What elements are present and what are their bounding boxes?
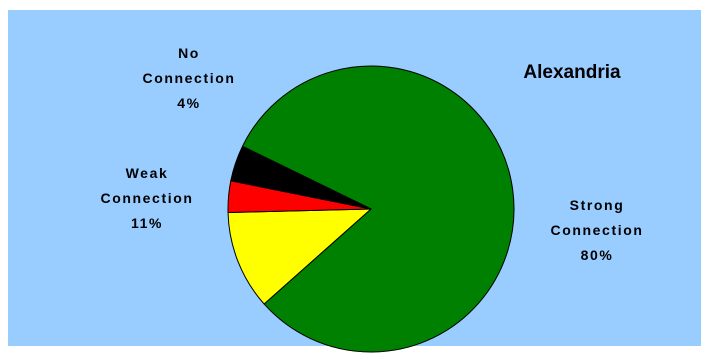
label-strong-connection-line2: Connection bbox=[551, 222, 644, 238]
pie-slices bbox=[227, 65, 515, 353]
label-no-connection-value: 4% bbox=[177, 95, 200, 111]
label-strong-connection-value: 80% bbox=[581, 247, 614, 263]
label-strong-connection-line1: Strong bbox=[570, 197, 625, 213]
pie-slice-no-connection bbox=[230, 145, 372, 210]
pie-slice-strong-connection bbox=[241, 65, 515, 353]
label-weak-connection: Weak Connection 11% bbox=[101, 165, 194, 231]
chart-title: Alexandria bbox=[523, 62, 621, 83]
label-strong-connection: Strong Connection 80% bbox=[551, 197, 644, 263]
label-weak-connection-line2: Connection bbox=[101, 190, 194, 206]
label-no-connection-line2: Connection bbox=[143, 70, 236, 86]
pie-slice-weak-connection bbox=[227, 208, 372, 305]
label-weak-connection-value: 11% bbox=[131, 215, 163, 231]
label-weak-connection-line1: Weak bbox=[126, 165, 169, 181]
label-no-connection-line1: No bbox=[178, 45, 200, 61]
label-no-connection: No Connection 4% bbox=[143, 45, 236, 111]
